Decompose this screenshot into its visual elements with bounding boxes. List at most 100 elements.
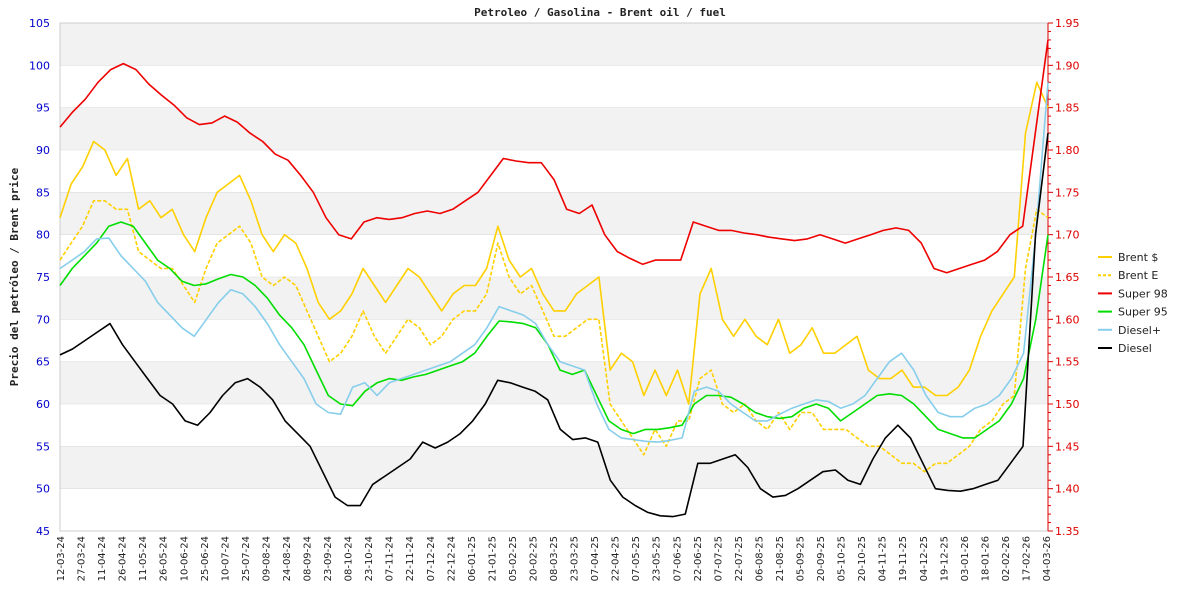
- x-tick-label: 05-10-25: [837, 536, 848, 581]
- right-tick-label: 1.45: [1055, 440, 1080, 453]
- x-tick-label: 03-01-26: [960, 536, 971, 581]
- x-tick-label: 22-06-25: [693, 536, 704, 581]
- legend-label: Diesel+: [1118, 324, 1161, 337]
- x-tick-label: 23-05-25: [652, 536, 663, 581]
- x-tick-label: 18-01-26: [980, 536, 991, 581]
- x-tick-label: 23-09-24: [323, 536, 334, 581]
- x-tick-label: 22-04-25: [611, 536, 622, 581]
- x-tick-label: 04-11-25: [878, 536, 889, 581]
- x-tick-label: 25-07-24: [241, 536, 252, 581]
- x-tick-label: 08-10-24: [344, 536, 355, 581]
- x-tick-label: 02-02-26: [1001, 536, 1012, 581]
- x-tick-label: 26-05-24: [159, 536, 170, 581]
- left-tick-label: 55: [36, 440, 50, 453]
- x-tick-label: 27-03-24: [77, 536, 88, 581]
- left-tick-label: 75: [36, 271, 50, 284]
- x-tick-label: 25-06-24: [200, 536, 211, 581]
- left-tick-label: 95: [36, 102, 50, 115]
- x-tick-label: 19-12-25: [939, 536, 950, 581]
- plot-band: [60, 107, 1048, 150]
- left-tick-label: 85: [36, 186, 50, 199]
- x-tick-label: 08-09-24: [303, 536, 314, 581]
- x-tick-label: 05-02-25: [508, 536, 519, 581]
- x-tick-label: 08-03-25: [549, 536, 560, 581]
- plot-band: [60, 192, 1048, 235]
- x-tick-label: 20-10-25: [857, 536, 868, 581]
- left-tick-label: 45: [36, 525, 50, 538]
- left-tick-label: 105: [29, 17, 50, 30]
- legend-label: Brent $: [1118, 251, 1158, 264]
- right-tick-label: 1.50: [1055, 398, 1080, 411]
- x-tick-label: 04-03-26: [1042, 536, 1053, 581]
- x-tick-label: 23-10-24: [364, 536, 375, 581]
- x-tick-label: 23-03-25: [570, 536, 581, 581]
- legend-label: Diesel: [1118, 342, 1152, 355]
- x-tick-label: 21-08-25: [775, 536, 786, 581]
- left-tick-label: 90: [36, 144, 50, 157]
- x-tick-label: 20-02-25: [528, 536, 539, 581]
- legend-label: Super 95: [1118, 306, 1168, 319]
- x-tick-label: 04-12-25: [919, 536, 930, 581]
- left-axis-ticks: 45 50 55 60 65 70 75 80 85 90 95 100 105: [29, 17, 50, 538]
- x-tick-label: 10-07-24: [220, 536, 231, 581]
- plot-band: [60, 150, 1048, 193]
- x-tick-label: 06-08-25: [754, 536, 765, 581]
- left-tick-label: 65: [36, 356, 50, 369]
- right-tick-label: 1.60: [1055, 313, 1080, 326]
- right-tick-label: 1.85: [1055, 102, 1080, 115]
- plot-band: [60, 23, 1048, 66]
- plot-band: [60, 65, 1048, 108]
- y-axis-label: Precio del petróleo / Brent price: [8, 167, 21, 386]
- right-tick-label: 1.75: [1055, 186, 1080, 199]
- x-axis-ticks: 12-03-24 27-03-24 11-04-24 26-04-24 11-05-24…: [56, 536, 1053, 581]
- x-tick-label: 11-04-24: [97, 536, 108, 581]
- plot-band: [60, 446, 1048, 489]
- x-tick-label: 07-12-24: [426, 536, 437, 581]
- right-tick-label: 1.40: [1055, 483, 1080, 496]
- plot-band: [60, 277, 1048, 320]
- x-tick-label: 07-06-25: [672, 536, 683, 581]
- left-tick-label: 100: [29, 59, 50, 72]
- legend: Brent $ Brent E Super 98 Super 95 Diesel+ Die…: [1098, 251, 1168, 355]
- x-tick-label: 06-01-25: [467, 536, 478, 581]
- x-tick-label: 19-11-25: [898, 536, 909, 581]
- right-tick-label: 1.65: [1055, 271, 1080, 284]
- series-line-diesel: [59, 133, 1049, 518]
- right-tick-label: 1.95: [1055, 17, 1080, 30]
- x-tick-label: 22-11-24: [405, 536, 416, 581]
- left-tick-label: 80: [36, 229, 50, 242]
- x-tick-label: 07-05-25: [631, 536, 642, 581]
- x-tick-label: 10-06-24: [179, 536, 190, 581]
- series-line-diesel: [59, 82, 1049, 443]
- x-tick-label: 20-09-25: [816, 536, 827, 581]
- x-tick-label: 24-08-24: [282, 536, 293, 581]
- plot-bands: [60, 22, 1048, 532]
- plot-band: [60, 234, 1048, 277]
- x-tick-label: 26-04-24: [118, 536, 129, 581]
- legend-label: Super 98: [1118, 287, 1168, 300]
- legend-label: Brent E: [1118, 269, 1158, 282]
- x-tick-label: 21-01-25: [487, 536, 498, 581]
- left-tick-label: 60: [36, 398, 50, 411]
- x-tick-label: 09-08-24: [261, 536, 272, 581]
- right-axis-ticks: 1.35 1.40 1.45 1.50 1.55 1.60 1.65 1.70 1.75 1.80…: [1047, 17, 1080, 538]
- series-line-super-98: [59, 39, 1049, 274]
- series-lines: [59, 39, 1049, 518]
- right-tick-label: 1.90: [1055, 59, 1080, 72]
- right-tick-label: 1.55: [1055, 356, 1080, 369]
- left-tick-label: 70: [36, 313, 50, 326]
- x-tick-label: 12-03-24: [56, 536, 67, 581]
- x-tick-label: 07-04-25: [590, 536, 601, 581]
- left-tick-label: 50: [36, 483, 50, 496]
- x-tick-label: 07-11-24: [385, 536, 396, 581]
- right-tick-label: 1.80: [1055, 144, 1080, 157]
- x-tick-label: 22-12-24: [446, 536, 457, 581]
- x-tick-label: 07-07-25: [713, 536, 724, 581]
- series-line-super-95: [59, 221, 1049, 439]
- plot-band: [60, 361, 1048, 404]
- plot-band: [60, 319, 1048, 362]
- right-tick-label: 1.35: [1055, 525, 1080, 538]
- x-tick-label: 11-05-24: [138, 536, 149, 581]
- x-tick-label: 05-09-25: [796, 536, 807, 581]
